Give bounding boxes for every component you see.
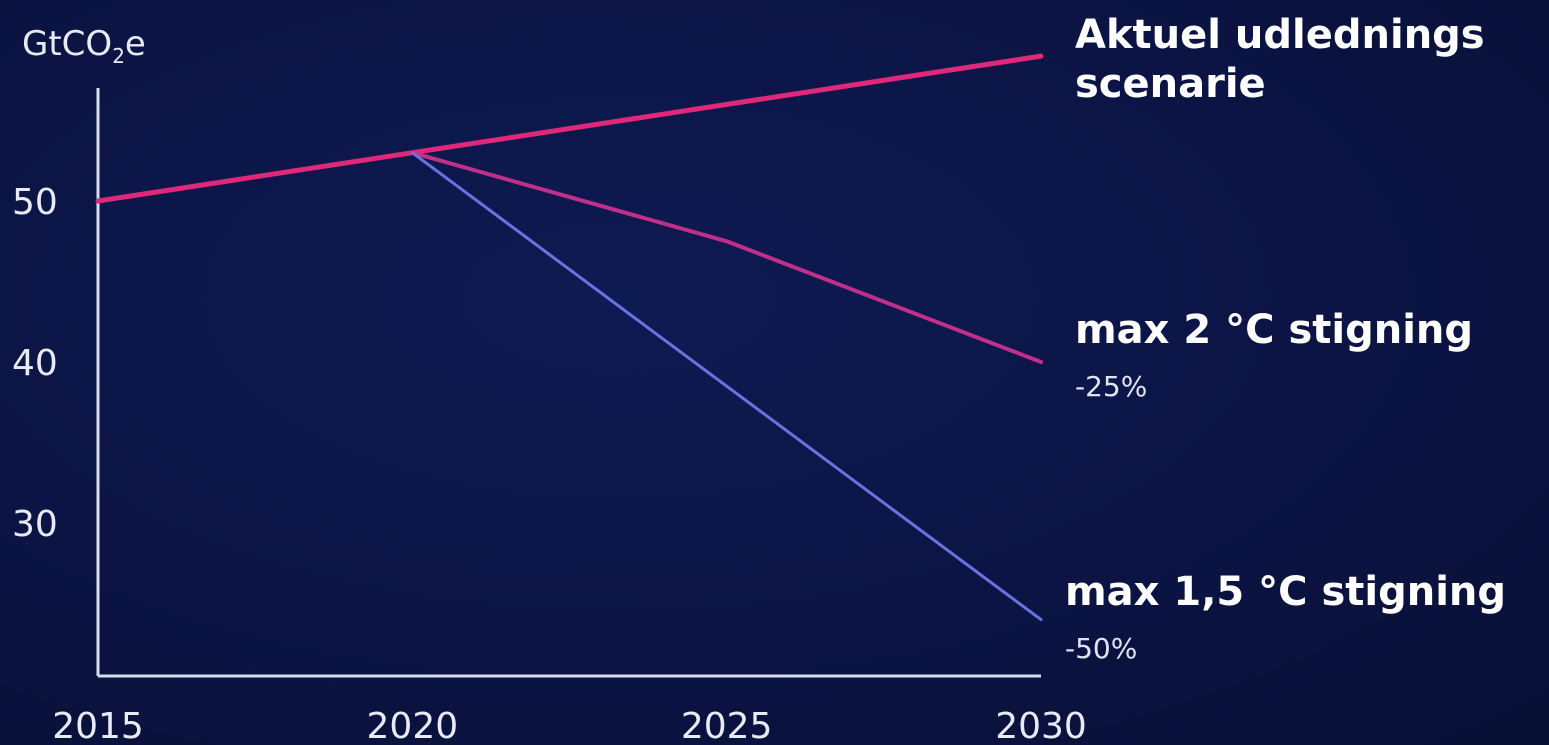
series-label-one-point-five: max 1,5 °C stigning <box>1065 569 1506 615</box>
x-tick-label: 2015 <box>52 706 144 745</box>
y-tick-label: 30 <box>12 504 58 545</box>
series-label-current-line2: scenarie <box>1075 61 1266 107</box>
x-tick-labels: 2015 2020 2025 2030 <box>52 706 1087 745</box>
series-lines <box>95 53 1044 622</box>
x-tick-label: 2030 <box>995 706 1087 745</box>
y-axis-unit-label: GtCO2e <box>22 24 146 68</box>
x-tick-label: 2025 <box>681 706 773 745</box>
series-line-current-scenario <box>95 53 1044 204</box>
series-change-two-degree: -25% <box>1075 370 1147 403</box>
series-label-two-degree: max 2 °C stigning <box>1075 307 1473 353</box>
y-tick-label: 50 <box>12 182 58 223</box>
y-tick-label: 40 <box>12 343 58 384</box>
y-unit-main: GtCO <box>22 24 112 64</box>
series-label-current-line1: Aktuel udlednings <box>1075 12 1485 58</box>
axes <box>96 88 1041 678</box>
series-change-one-point-five: -50% <box>1065 632 1137 665</box>
y-unit-subscript: 2 <box>112 44 125 68</box>
x-tick-label: 2020 <box>367 706 459 745</box>
series-line-two-degree <box>410 150 1043 364</box>
series-line-one-point-five <box>410 151 1043 622</box>
y-tick-labels: 50 40 30 <box>12 182 58 545</box>
y-unit-suffix: e <box>125 24 146 64</box>
